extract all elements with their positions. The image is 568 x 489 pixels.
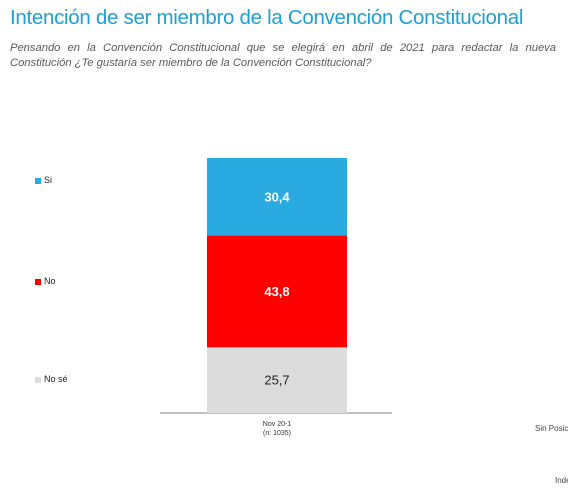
legend-swatch-si bbox=[35, 178, 41, 184]
side-text-inde: Inde bbox=[555, 476, 568, 485]
chart-subtitle: Pensando en la Convención Constitucional… bbox=[10, 42, 556, 69]
data-label-si: 30,4 bbox=[264, 189, 290, 204]
data-label-no: 43,8 bbox=[264, 284, 289, 299]
legend-label-no-se: No sé bbox=[44, 374, 68, 384]
bar-segment-si bbox=[207, 158, 347, 236]
legend-label-si: Si bbox=[44, 175, 53, 185]
side-text-sin-posicion: Sin Posic bbox=[535, 424, 568, 433]
chart-title: Intención de ser miembro de la Convenció… bbox=[10, 6, 524, 29]
bar-segment-no bbox=[207, 235, 347, 348]
x-tick-sublabel: (n: 1035) bbox=[262, 430, 292, 437]
legend-swatch-no-se bbox=[35, 377, 41, 383]
legend-label-no: No bbox=[44, 276, 56, 286]
x-axis-category-label: Nov 20-1 (n: 1035) bbox=[232, 420, 322, 438]
bar-segment-no-s bbox=[207, 347, 347, 413]
x-tick-label: Nov 20-1 bbox=[262, 421, 292, 428]
data-label-no-s: 25,7 bbox=[264, 373, 289, 388]
legend-swatch-no bbox=[35, 279, 41, 285]
